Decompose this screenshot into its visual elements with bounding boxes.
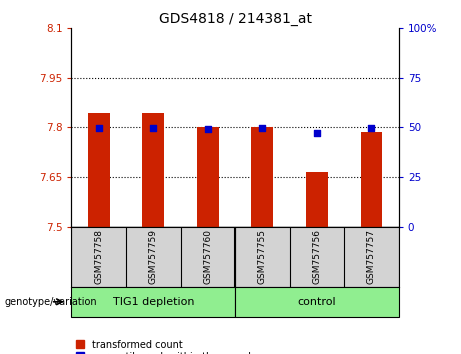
Text: GSM757757: GSM757757 xyxy=(367,229,376,284)
Bar xyxy=(197,127,219,227)
Text: control: control xyxy=(298,297,336,307)
FancyBboxPatch shape xyxy=(235,287,399,317)
Text: GSM757760: GSM757760 xyxy=(203,229,213,284)
Text: GSM757759: GSM757759 xyxy=(149,229,158,284)
Bar xyxy=(252,127,273,227)
Point xyxy=(259,126,266,131)
Text: GSM757756: GSM757756 xyxy=(313,229,321,284)
Text: TIG1 depletion: TIG1 depletion xyxy=(112,297,194,307)
Point xyxy=(149,126,157,131)
Text: GSM757758: GSM757758 xyxy=(94,229,103,284)
Title: GDS4818 / 214381_at: GDS4818 / 214381_at xyxy=(159,12,312,26)
Bar xyxy=(88,113,110,227)
FancyBboxPatch shape xyxy=(71,287,235,317)
Bar xyxy=(142,113,164,227)
Point xyxy=(313,131,321,136)
Bar xyxy=(306,172,328,227)
Point xyxy=(204,127,212,132)
Bar xyxy=(361,132,382,227)
Text: genotype/variation: genotype/variation xyxy=(5,297,97,307)
Point xyxy=(95,126,102,131)
Point xyxy=(368,126,375,131)
Legend: transformed count, percentile rank within the sample: transformed count, percentile rank withi… xyxy=(77,339,257,354)
Text: GSM757755: GSM757755 xyxy=(258,229,267,284)
